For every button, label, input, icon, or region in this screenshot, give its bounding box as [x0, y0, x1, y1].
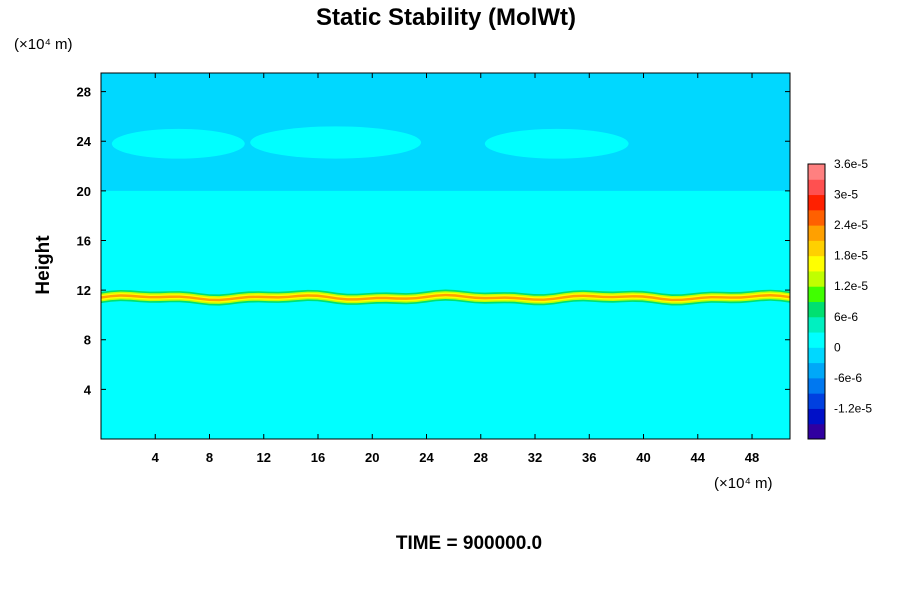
colorbar-frame — [807, 163, 826, 440]
x-unit-label: (×10⁴ m) — [714, 475, 773, 492]
heatmap-streak — [101, 372, 508, 379]
y-tick-label: 16 — [77, 233, 91, 248]
colorbar-tick-label: -6e-6 — [834, 371, 862, 385]
colorbar-tick-label: 0 — [834, 340, 841, 354]
colorbar-segment — [808, 286, 825, 302]
heatmap-band-layer — [101, 293, 790, 302]
x-tick-label: 16 — [311, 450, 325, 465]
x-tick-label: 28 — [474, 450, 488, 465]
colorbar-segment — [808, 408, 825, 425]
colorbar-tick-label: 2.4e-5 — [834, 218, 868, 232]
heatmap-streak — [290, 240, 454, 246]
colorbar-segment — [808, 332, 825, 348]
heatmap-streak — [101, 242, 210, 249]
x-tick-label: 8 — [206, 450, 213, 465]
colorbar-segment — [808, 393, 825, 409]
colorbar-segment — [808, 240, 825, 257]
y-unit-label: (×10⁴ m) — [14, 36, 73, 53]
heatmap-blob — [111, 128, 245, 159]
colorbar: 3.6e-5 3e-5 2.4e-5 1.8e-5 1.2e-5 6e-6 0 -6e-6 -1… — [807, 157, 872, 440]
x-tick-label: 12 — [257, 450, 271, 465]
x-tick-label: 4 — [152, 450, 160, 465]
heatmap-streak — [101, 412, 790, 421]
heatmap-streak — [345, 383, 790, 389]
y-tick-label: 8 — [84, 333, 91, 348]
x-tick-label: 20 — [365, 450, 379, 465]
x-tick-label: 48 — [745, 450, 759, 465]
plot-frame — [100, 72, 791, 440]
heatmap-streak — [480, 265, 790, 271]
colorbar-segment — [808, 347, 825, 364]
colorbar-segment — [808, 316, 825, 333]
x-axis-ticks: 4 8 12 16 20 24 28 32 36 40 44 48 — [152, 73, 759, 465]
y-tick-label: 12 — [77, 283, 91, 298]
colorbar-segment — [808, 362, 825, 379]
heatmap-streak — [535, 247, 790, 253]
y-tick-label: 20 — [77, 184, 91, 199]
colorbar-segment — [808, 194, 825, 211]
colorbar-tick-label: 3.6e-5 — [834, 157, 868, 171]
colorbar-tick-label: 6e-6 — [834, 310, 858, 324]
y-tick-label: 28 — [77, 85, 91, 100]
chart-title: Static Stability (MolWt) — [316, 4, 576, 31]
heatmap-region — [101, 190, 790, 439]
y-tick-label: 24 — [77, 134, 92, 149]
heatmap-streak — [670, 344, 766, 350]
heatmap-blob — [484, 128, 629, 159]
x-tick-label: 32 — [528, 450, 542, 465]
x-tick-label: 40 — [636, 450, 650, 465]
y-axis-ticks: 4 8 12 16 20 24 28 — [77, 85, 790, 397]
colorbar-tick-label: 3e-5 — [834, 188, 858, 202]
heatmap-streak — [107, 347, 135, 352]
x-tick-label: 44 — [691, 450, 706, 465]
colorbar-segment — [808, 423, 825, 440]
colorbar-tick-label: 1.2e-5 — [834, 279, 868, 293]
heatmap-band-layer — [101, 292, 790, 303]
y-axis-label: Height — [33, 235, 54, 295]
x-tick-label: 36 — [582, 450, 596, 465]
colorbar-segment — [808, 179, 825, 196]
colorbar-segment — [808, 270, 825, 287]
colorbar-segment — [808, 255, 825, 272]
colorbar-segment — [808, 301, 825, 318]
colorbar-segment — [808, 164, 825, 180]
colorbar-segment — [808, 209, 825, 226]
x-tick-label: 24 — [419, 450, 434, 465]
colorbar-tick-label: 1.8e-5 — [834, 249, 868, 263]
plot-area — [101, 73, 790, 439]
heatmap-blob — [250, 126, 422, 159]
colorbar-segment — [808, 377, 825, 394]
colorbar-segment — [808, 225, 825, 241]
y-tick-label: 4 — [84, 382, 92, 397]
time-label: TIME = 900000.0 — [396, 533, 542, 554]
colorbar-tick-label: -1.2e-5 — [834, 401, 872, 415]
